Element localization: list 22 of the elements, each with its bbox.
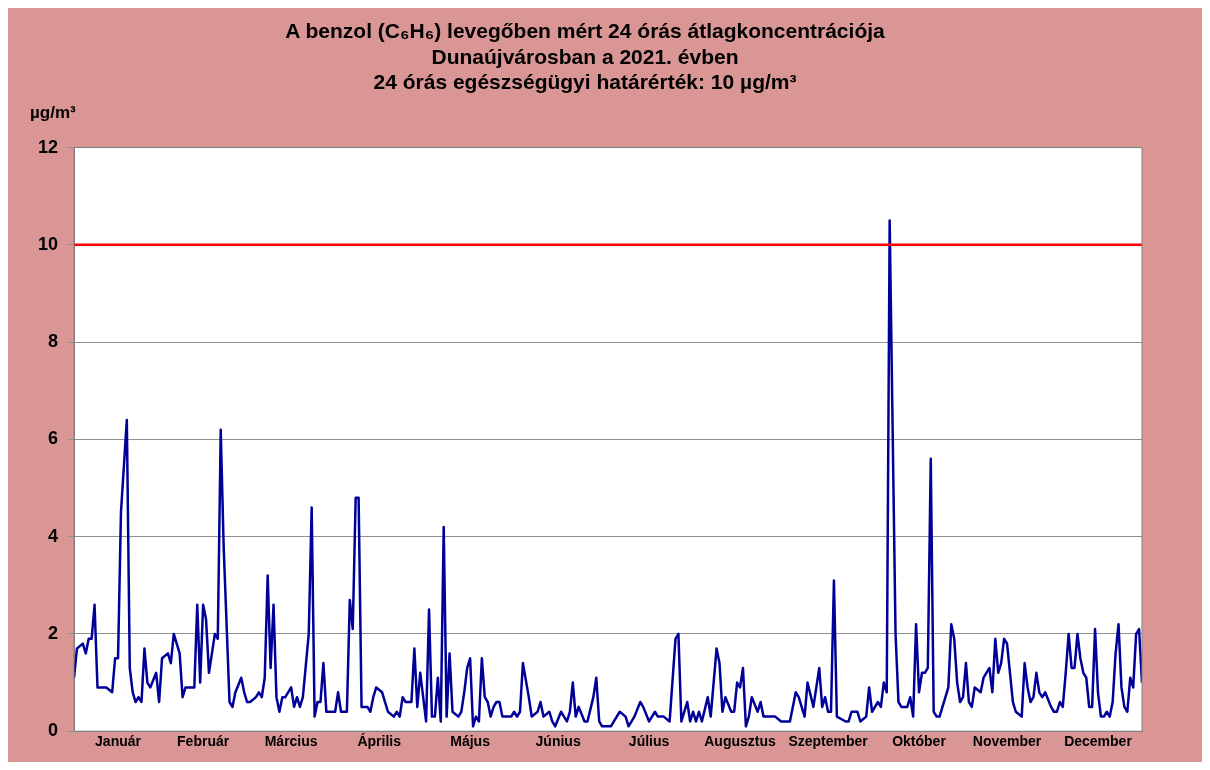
y-tick-label: 6 <box>48 428 59 449</box>
x-tick-label: Augusztus <box>704 733 777 750</box>
y-tick-label: 10 <box>37 233 59 254</box>
chart-title: A benzol (C₆H₆) levegőben mért 24 órás átlagkoncentrációja Dunaújvárosban a 2021. évben <box>285 19 886 68</box>
x-tick-label: Február <box>177 733 230 750</box>
x-tick-label: Október <box>892 733 947 750</box>
x-tick-label: Szeptember <box>788 733 869 750</box>
x-tick-label: Május <box>450 733 491 750</box>
y-tick-label: 8 <box>48 331 59 352</box>
x-tick-label: Január <box>95 733 142 750</box>
y-tick-label: 2 <box>48 622 59 643</box>
y-tick-label: 4 <box>48 525 59 546</box>
y-axis-title: µg/m³ <box>30 103 77 122</box>
x-tick-label: November <box>972 733 1042 750</box>
x-tick-label: Március <box>264 733 318 750</box>
y-tick-label: 0 <box>48 720 59 741</box>
x-tick-label: Április <box>357 733 402 750</box>
x-tick-label: Július <box>628 733 670 750</box>
x-tick-label: December <box>1064 733 1133 750</box>
x-tick-label: Június <box>535 733 581 750</box>
y-tick-label: 12 <box>37 136 59 157</box>
chart-subtitle: 24 órás egészségügyi határérték: 10 µg/m³ <box>373 69 797 93</box>
